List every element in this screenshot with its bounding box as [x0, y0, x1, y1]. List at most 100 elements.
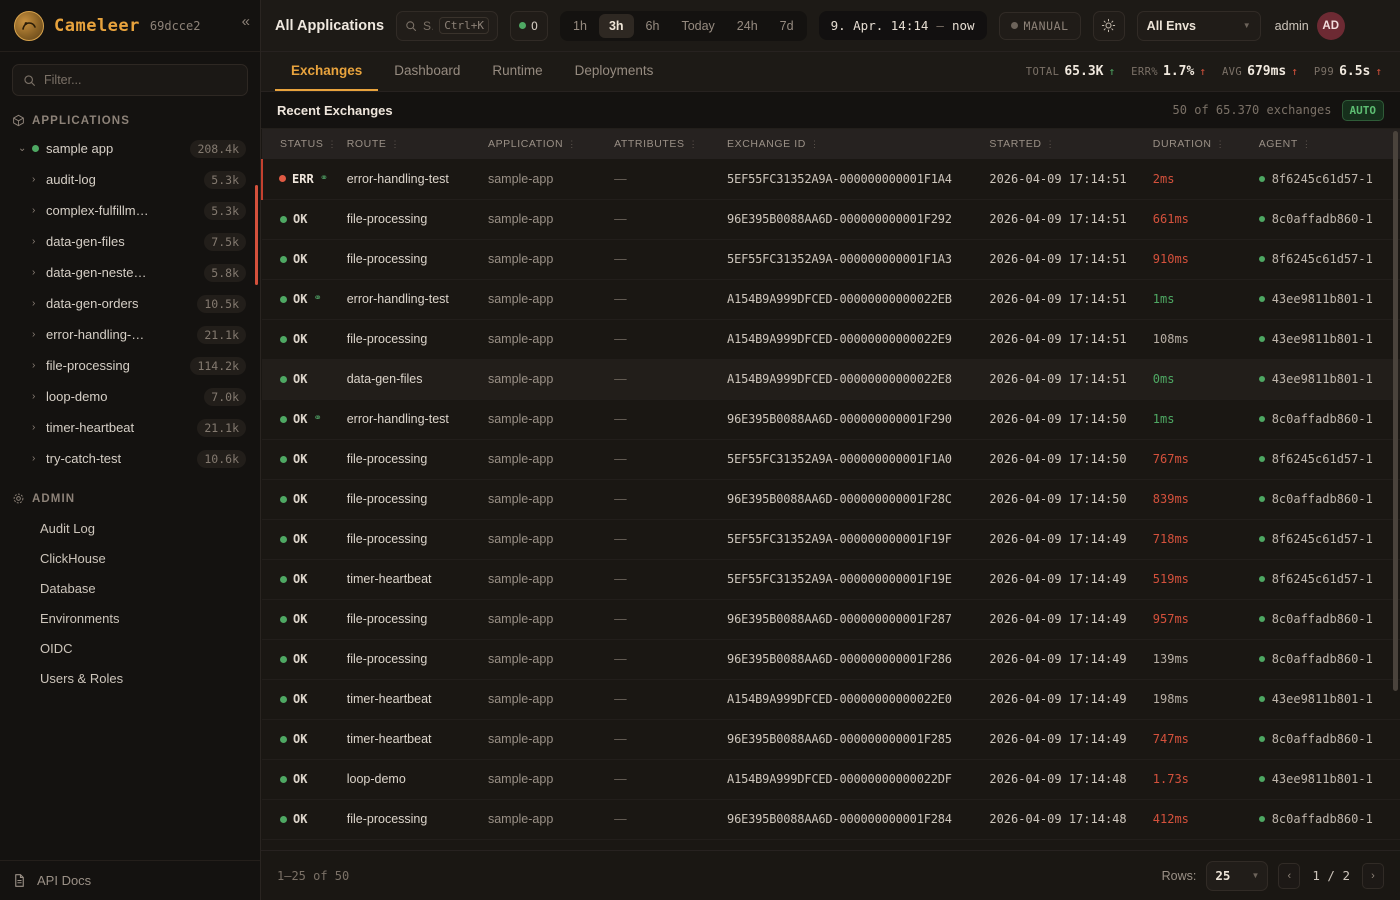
chevron-right-icon[interactable]: ›: [32, 205, 36, 216]
sidebar-admin-item[interactable]: Users & Roles: [8, 663, 252, 693]
cell-route: file-processing: [347, 479, 488, 519]
sidebar: Cameleer 69dcce2 « Filter... APPLICATION…: [0, 0, 261, 900]
tab-dashboard[interactable]: Dashboard: [394, 63, 461, 78]
table-row[interactable]: OK file-processing sample-app — 96E395B0088A…: [262, 799, 1400, 839]
sidebar-admin-item[interactable]: ClickHouse: [8, 543, 252, 573]
sidebar-route-item[interactable]: › try-catch-test 10.6k: [8, 443, 252, 474]
sidebar-route-item[interactable]: › loop-demo 7.0k: [8, 381, 252, 412]
refresh-dot-icon: [1010, 22, 1018, 29]
agent-label: 8f6245c61d57-1: [1271, 572, 1373, 586]
column-header-status[interactable]: STATUS ⋮: [262, 129, 347, 159]
trace-icon[interactable]: ⚭: [319, 172, 329, 184]
table-row[interactable]: OK data-gen-files sample-app — A154B9A999DFC…: [262, 359, 1400, 399]
next-page-button[interactable]: ›: [1362, 862, 1384, 889]
table-row[interactable]: OK file-processing sample-app — 96E395B0088A…: [262, 599, 1400, 639]
table-row[interactable]: ERR ⚭ error-handling-test sample-app — 5EF55F…: [262, 159, 1400, 199]
time-range-24h[interactable]: 24h: [736, 18, 758, 33]
column-header-agent[interactable]: AGENT ⋮: [1258, 129, 1400, 159]
prev-page-button[interactable]: ‹: [1278, 862, 1301, 889]
table-row[interactable]: OK timer-heartbeat sample-app — 5EF55FC31352…: [262, 559, 1400, 599]
time-range-Today[interactable]: Today: [681, 18, 715, 33]
trend-up-icon: ↑: [1291, 65, 1298, 78]
column-header-duration[interactable]: DURATION ⋮: [1152, 129, 1259, 159]
chevron-right-icon[interactable]: ›: [32, 236, 36, 247]
table-row[interactable]: OK timer-heartbeat sample-app — 96E395B0088A…: [262, 719, 1400, 759]
table-row[interactable]: OK file-processing sample-app — 5EF55FC31352…: [262, 239, 1400, 279]
global-search-input[interactable]: S… Ctrl+K: [396, 10, 499, 41]
sidebar-filter-input[interactable]: Filter...: [12, 64, 248, 96]
table-row[interactable]: OK loop-demo sample-app — A154B9A999DFCED-00…: [262, 759, 1400, 799]
live-status-toggle[interactable]: O: [510, 10, 549, 41]
time-range-7d[interactable]: 7d: [779, 18, 794, 33]
collapse-sidebar-icon[interactable]: «: [241, 13, 250, 30]
api-docs-link[interactable]: API Docs: [0, 860, 260, 900]
column-header-exchange_id[interactable]: EXCHANGE ID ⋮: [727, 129, 990, 159]
chevron-right-icon[interactable]: ›: [32, 360, 36, 371]
route-label: timer-heartbeat: [346, 732, 432, 746]
user-menu[interactable]: admin AD: [1275, 11, 1345, 40]
cell-status: OK ⚭: [262, 279, 347, 319]
sidebar-route-item[interactable]: › data-gen-neste… 5.8k: [8, 257, 252, 288]
trace-icon[interactable]: ⚭: [313, 293, 322, 304]
environment-select[interactable]: All Envs ▼: [1136, 10, 1261, 41]
auto-refresh-badge[interactable]: AUTO: [1341, 99, 1384, 121]
table-row[interactable]: OK file-processing sample-app — 96E395B0088A…: [262, 639, 1400, 679]
column-header-route[interactable]: ROUTE ⋮: [346, 129, 488, 159]
sidebar-route-item[interactable]: › timer-heartbeat 21.1k: [8, 412, 252, 443]
sidebar-scrollbar[interactable]: [255, 185, 258, 285]
stat-value: 1.7%: [1163, 64, 1195, 79]
sidebar-admin-item[interactable]: Database: [8, 573, 252, 603]
table-row[interactable]: OK file-processing sample-app — 96E395B0088A…: [262, 199, 1400, 239]
sidebar-item-sample-app[interactable]: ⌄ sample app 208.4k: [8, 133, 252, 164]
sidebar-route-item[interactable]: › error-handling-… 21.1k: [8, 319, 252, 350]
table-row[interactable]: OK timer-heartbeat sample-app — A154B9A999DF…: [262, 679, 1400, 719]
column-header-application[interactable]: APPLICATION ⋮: [487, 129, 615, 159]
chevron-right-icon[interactable]: ›: [32, 267, 36, 278]
sidebar-route-item[interactable]: › file-processing 114.2k: [8, 350, 252, 381]
sidebar-route-item[interactable]: › data-gen-orders 10.5k: [8, 288, 252, 319]
sidebar-admin-item[interactable]: Environments: [8, 603, 252, 633]
attributes-label: —: [614, 652, 627, 666]
theme-toggle-button[interactable]: [1092, 10, 1125, 41]
cell-started: 2026-04-09 17:14:49: [989, 599, 1152, 639]
status-dot-icon: [280, 415, 287, 423]
cell-application: sample-app: [488, 319, 614, 359]
column-header-attributes[interactable]: ATTRIBUTES ⋮: [614, 129, 728, 159]
stat-p99: P99 6.5s ↑: [1314, 64, 1382, 79]
chevron-right-icon[interactable]: ›: [32, 329, 36, 340]
chevron-right-icon[interactable]: ›: [32, 174, 36, 185]
chevron-down-icon[interactable]: ⌄: [18, 143, 27, 154]
sidebar-route-item[interactable]: › complex-fulfillm… 5.3k: [8, 195, 252, 226]
cell-duration: 0ms: [1153, 359, 1259, 399]
table-row[interactable]: OK ⚭ error-handling-test sample-app — 96E395B…: [262, 399, 1400, 439]
sidebar-admin-item[interactable]: OIDC: [8, 633, 252, 663]
tab-runtime[interactable]: Runtime: [492, 63, 543, 78]
chevron-right-icon[interactable]: ›: [32, 453, 36, 464]
sidebar-admin-item[interactable]: Audit Log: [8, 513, 252, 543]
table-row[interactable]: OK file-processing sample-app — 96E395B0088A…: [262, 479, 1400, 519]
refresh-mode-button[interactable]: MANUAL: [998, 11, 1081, 40]
trace-icon[interactable]: ⚭: [313, 413, 322, 424]
table-row[interactable]: OK file-processing sample-app — A154B9A999DF…: [262, 319, 1400, 359]
time-range-6h[interactable]: 6h: [645, 18, 660, 33]
chevron-right-icon[interactable]: ›: [32, 422, 36, 433]
time-range-3h[interactable]: 3h: [598, 13, 634, 38]
table-scrollbar[interactable]: [1393, 131, 1398, 691]
absolute-time-range[interactable]: 9. Apr. 14:14 — now: [818, 11, 987, 40]
rows-per-page-select[interactable]: 25 ▼: [1206, 860, 1269, 891]
time-range-1h[interactable]: 1h: [573, 18, 587, 33]
sidebar-route-item[interactable]: › data-gen-files 7.5k: [8, 226, 252, 257]
table-row[interactable]: OK file-processing sample-app — 5EF55FC31352…: [262, 439, 1400, 479]
chevron-right-icon[interactable]: ›: [32, 298, 36, 309]
chevron-right-icon[interactable]: ›: [32, 391, 36, 402]
sidebar-route-item[interactable]: › audit-log 5.3k: [8, 164, 252, 195]
table-row[interactable]: OK ⚭ error-handling-test sample-app — A154B9A…: [262, 279, 1400, 319]
tab-deployments[interactable]: Deployments: [574, 63, 654, 78]
tab-exchanges[interactable]: Exchanges: [275, 52, 379, 91]
table-row[interactable]: OK file-processing sample-app — 5EF55FC31352…: [262, 519, 1400, 559]
agent-status-dot-icon: [1258, 296, 1265, 302]
sidebar-route-label: file-processing: [46, 358, 130, 373]
cell-application: sample-app: [488, 279, 614, 319]
cell-status: OK: [262, 799, 347, 839]
column-header-started[interactable]: STARTED ⋮: [989, 129, 1153, 159]
